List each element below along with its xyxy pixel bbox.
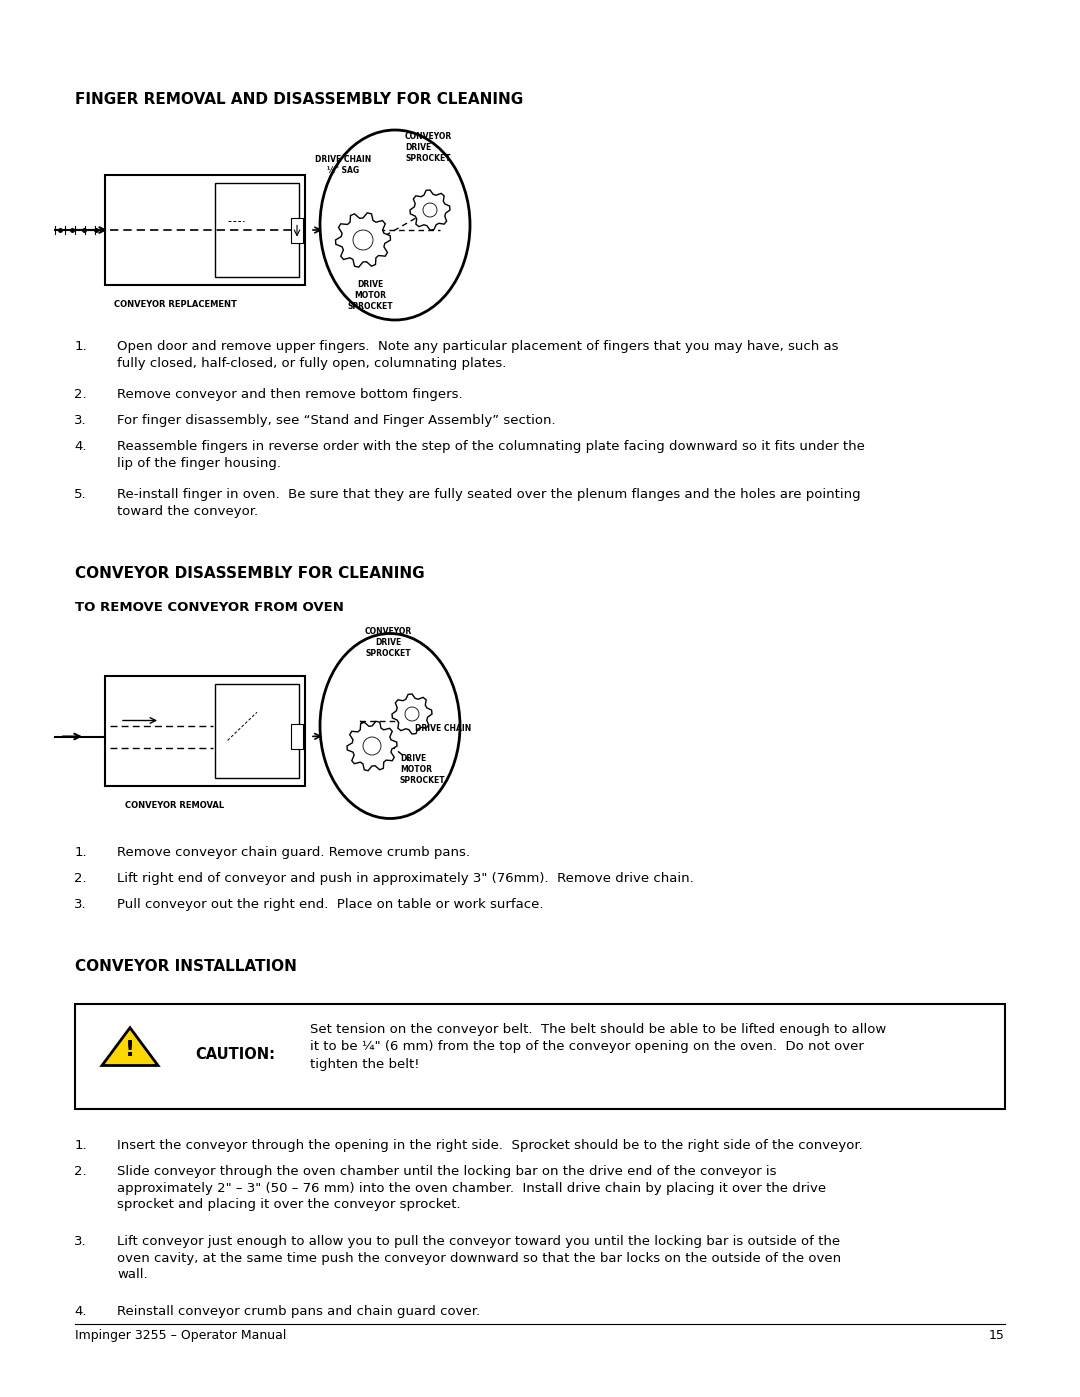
Text: Lift conveyor just enough to allow you to pull the conveyor toward you until the: Lift conveyor just enough to allow you t… — [117, 1235, 841, 1281]
Text: CONVEYOR
DRIVE
SPROCKET: CONVEYOR DRIVE SPROCKET — [364, 627, 411, 658]
Bar — [105, 676, 305, 787]
Text: 15: 15 — [989, 1329, 1005, 1343]
Polygon shape — [102, 1028, 158, 1066]
Text: Lift right end of conveyor and push in approximately 3" (76mm).  Remove drive ch: Lift right end of conveyor and push in a… — [117, 872, 693, 886]
Text: Insert the conveyor through the opening in the right side.  Sprocket should be t: Insert the conveyor through the opening … — [117, 1139, 863, 1153]
Text: 2.: 2. — [75, 388, 87, 401]
Text: DRIVE CHAIN
½" SAG: DRIVE CHAIN ½" SAG — [315, 155, 372, 175]
Text: 2.: 2. — [75, 872, 87, 886]
Bar — [215, 685, 299, 778]
Polygon shape — [347, 721, 397, 771]
Text: Reassemble fingers in reverse order with the step of the columnating plate facin: Reassemble fingers in reverse order with… — [117, 440, 865, 469]
Text: Remove conveyor and then remove bottom fingers.: Remove conveyor and then remove bottom f… — [117, 388, 462, 401]
Text: Impinger 3255 – Operator Manual: Impinger 3255 – Operator Manual — [75, 1329, 286, 1343]
Text: !: ! — [125, 1039, 135, 1059]
Text: 3.: 3. — [75, 898, 87, 911]
Text: Remove conveyor chain guard. Remove crumb pans.: Remove conveyor chain guard. Remove crum… — [117, 847, 470, 859]
Text: DRIVE
MOTOR
SPROCKET: DRIVE MOTOR SPROCKET — [347, 279, 393, 312]
Text: Pull conveyor out the right end.  Place on table or work surface.: Pull conveyor out the right end. Place o… — [117, 898, 543, 911]
Text: Set tension on the conveyor belt.  The belt should be able to be lifted enough t: Set tension on the conveyor belt. The be… — [310, 1023, 887, 1070]
Text: CONVEYOR INSTALLATION: CONVEYOR INSTALLATION — [75, 958, 297, 974]
Text: 4.: 4. — [75, 440, 87, 453]
Text: DRIVE
MOTOR
SPROCKET: DRIVE MOTOR SPROCKET — [400, 754, 446, 785]
Polygon shape — [410, 190, 450, 231]
Text: CONVEYOR REPLACEMENT: CONVEYOR REPLACEMENT — [113, 300, 237, 309]
Circle shape — [363, 738, 381, 754]
Text: 1.: 1. — [75, 1139, 87, 1153]
Text: CONVEYOR DISASSEMBLY FOR CLEANING: CONVEYOR DISASSEMBLY FOR CLEANING — [75, 566, 424, 581]
Text: 3.: 3. — [75, 414, 87, 427]
Text: DRIVE CHAIN: DRIVE CHAIN — [415, 724, 471, 732]
Circle shape — [423, 203, 437, 217]
Bar — [291, 724, 303, 749]
Text: 3.: 3. — [75, 1235, 87, 1248]
Text: For finger disassembly, see “Stand and Finger Assembly” section.: For finger disassembly, see “Stand and F… — [117, 414, 555, 427]
Text: Reinstall conveyor crumb pans and chain guard cover.: Reinstall conveyor crumb pans and chain … — [117, 1305, 481, 1317]
Text: Re-install finger in oven.  Be sure that they are fully seated over the plenum f: Re-install finger in oven. Be sure that … — [117, 488, 861, 517]
Text: 5.: 5. — [75, 488, 87, 502]
Text: 4.: 4. — [75, 1305, 87, 1317]
Bar — [291, 218, 303, 243]
Text: 2.: 2. — [75, 1165, 87, 1178]
Text: TO REMOVE CONVEYOR FROM OVEN: TO REMOVE CONVEYOR FROM OVEN — [75, 601, 343, 615]
Bar — [75, 1004, 1005, 1109]
Polygon shape — [392, 694, 432, 733]
Polygon shape — [336, 212, 391, 267]
Text: CONVEYOR
DRIVE
SPROCKET: CONVEYOR DRIVE SPROCKET — [405, 131, 453, 163]
Ellipse shape — [320, 633, 460, 819]
Text: 1.: 1. — [75, 339, 87, 353]
Circle shape — [405, 707, 419, 721]
Text: CAUTION:: CAUTION: — [195, 1046, 275, 1062]
Text: CONVEYOR REMOVAL: CONVEYOR REMOVAL — [125, 800, 225, 810]
Bar — [215, 183, 299, 277]
Text: Slide conveyor through the oven chamber until the locking bar on the drive end o: Slide conveyor through the oven chamber … — [117, 1165, 826, 1211]
Text: 1.: 1. — [75, 847, 87, 859]
Text: Open door and remove upper fingers.  Note any particular placement of fingers th: Open door and remove upper fingers. Note… — [117, 339, 838, 369]
Text: FINGER REMOVAL AND DISASSEMBLY FOR CLEANING: FINGER REMOVAL AND DISASSEMBLY FOR CLEAN… — [75, 92, 523, 108]
Bar — [105, 175, 305, 285]
Circle shape — [353, 231, 373, 250]
Ellipse shape — [320, 130, 470, 320]
